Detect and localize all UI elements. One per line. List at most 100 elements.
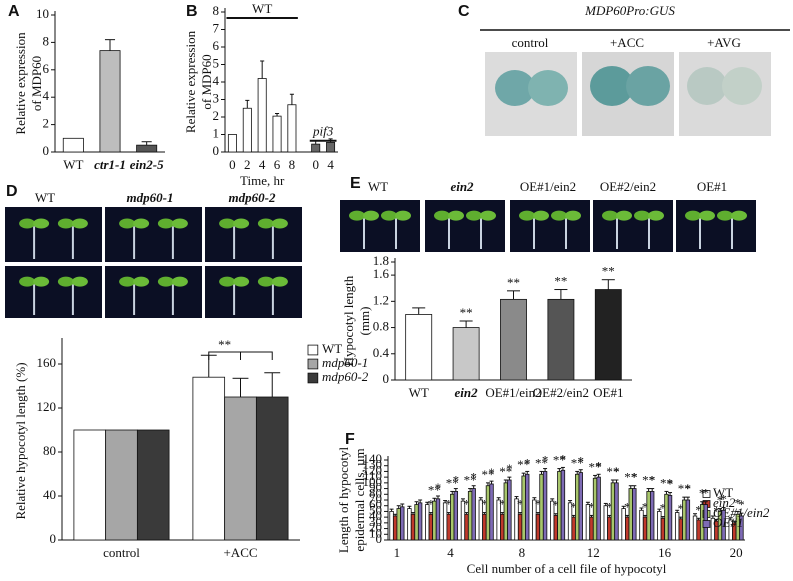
significance: * bbox=[524, 455, 531, 470]
significance: * bbox=[481, 497, 488, 512]
bar bbox=[227, 134, 237, 153]
y-axis-label: Length of hypocotyl bbox=[336, 447, 351, 554]
cotyledon bbox=[57, 218, 74, 229]
bracket-label: ** bbox=[218, 337, 231, 352]
cotyledon bbox=[551, 210, 567, 221]
significance: * bbox=[499, 497, 506, 512]
photo bbox=[205, 207, 302, 262]
bar bbox=[242, 107, 252, 153]
significance: ** bbox=[460, 305, 473, 320]
significance: * bbox=[560, 451, 567, 466]
cotyledon bbox=[381, 210, 397, 221]
bar bbox=[657, 511, 662, 541]
x-tick-label: 4 bbox=[327, 157, 334, 172]
legend-swatch bbox=[702, 520, 711, 528]
cotyledon bbox=[495, 70, 535, 106]
y-tick-label: 0 bbox=[383, 371, 390, 386]
x-tick-label: ctr1-1 bbox=[94, 157, 126, 172]
significance: ** bbox=[428, 482, 441, 497]
x-tick-label: 16 bbox=[658, 545, 672, 560]
bar bbox=[678, 518, 683, 541]
significance: * bbox=[720, 491, 727, 506]
cotyledon bbox=[466, 210, 482, 221]
x-tick-label: ein2-5 bbox=[130, 157, 164, 172]
significance: * bbox=[660, 501, 667, 516]
bar bbox=[417, 502, 423, 541]
y-tick-label: 6 bbox=[213, 38, 220, 53]
x-tick-label: 8 bbox=[519, 545, 526, 560]
cotyledon bbox=[157, 276, 174, 287]
significance: * bbox=[677, 501, 684, 516]
legend-label: OE#1/ein2 bbox=[713, 505, 770, 520]
cotyledon bbox=[395, 210, 411, 221]
bar bbox=[557, 471, 562, 541]
significance: ** bbox=[553, 453, 566, 468]
bar bbox=[571, 516, 576, 541]
y-tick-label: 5 bbox=[213, 55, 220, 70]
y-tick-label: 8 bbox=[213, 3, 220, 18]
bar bbox=[392, 515, 398, 541]
significance: * bbox=[578, 454, 585, 469]
x-tick-label: WT bbox=[409, 385, 429, 400]
bar bbox=[224, 396, 257, 541]
significance: * bbox=[488, 465, 495, 480]
photo bbox=[5, 207, 102, 262]
panel-letter: E bbox=[350, 175, 361, 192]
bar bbox=[632, 488, 637, 541]
bar bbox=[396, 508, 401, 541]
bar bbox=[547, 298, 575, 381]
bar bbox=[414, 504, 419, 541]
x-tick-label: 20 bbox=[730, 545, 743, 560]
photo bbox=[676, 200, 756, 252]
cotyledon bbox=[171, 218, 188, 229]
legend-label: mdp60-2 bbox=[322, 369, 369, 384]
x-tick-label: 4 bbox=[259, 157, 266, 172]
bar bbox=[525, 473, 530, 541]
bar bbox=[192, 376, 226, 541]
legend-label: WT bbox=[713, 485, 733, 500]
x-tick-label: +ACC bbox=[223, 545, 257, 560]
cotyledon bbox=[616, 210, 632, 221]
cotyledon bbox=[19, 276, 36, 287]
cotyledon bbox=[257, 276, 274, 287]
significance: * bbox=[713, 503, 720, 518]
bar bbox=[482, 513, 487, 541]
photo-label: OE#1/ein2 bbox=[520, 179, 576, 194]
cotyledon bbox=[448, 210, 464, 221]
group-label: WT bbox=[252, 1, 272, 16]
significance: * bbox=[428, 497, 435, 512]
cotyledon bbox=[157, 218, 174, 229]
x-axis-label: Time, hr bbox=[240, 173, 285, 188]
bar bbox=[664, 493, 669, 541]
legend-label: OE#1 bbox=[713, 515, 743, 530]
significance: * bbox=[685, 481, 692, 496]
y-tick-label: 0 bbox=[50, 531, 57, 546]
cotyledon bbox=[133, 276, 150, 287]
cotyledon bbox=[590, 66, 634, 106]
bar bbox=[432, 500, 437, 541]
cotyledon bbox=[119, 276, 136, 287]
y-tick-label: 110 bbox=[363, 468, 382, 483]
y-axis-label: Hypocotyl length bbox=[341, 275, 356, 366]
significance: * bbox=[535, 497, 542, 512]
photo-c bbox=[485, 52, 771, 136]
x-tick-label: OE#1 bbox=[593, 385, 623, 400]
photo-label: mdp60-1 bbox=[127, 190, 174, 205]
cotyledon bbox=[119, 218, 136, 229]
cotyledon bbox=[219, 276, 236, 287]
significance: * bbox=[699, 486, 706, 501]
significance: ** bbox=[571, 455, 584, 470]
significance: ** bbox=[624, 470, 637, 485]
significance: ** bbox=[606, 464, 619, 479]
significance: * bbox=[453, 473, 460, 488]
x-tick-label: 4 bbox=[447, 545, 454, 560]
legend-swatch bbox=[307, 344, 319, 356]
bar bbox=[287, 104, 297, 153]
x-tick-label: 6 bbox=[274, 157, 281, 172]
significance: * bbox=[570, 499, 577, 514]
significance: * bbox=[717, 493, 724, 508]
cotyledon bbox=[685, 210, 701, 221]
significance: * bbox=[738, 497, 745, 512]
cotyledon bbox=[71, 218, 88, 229]
y-tick-label: 140 bbox=[363, 451, 383, 466]
